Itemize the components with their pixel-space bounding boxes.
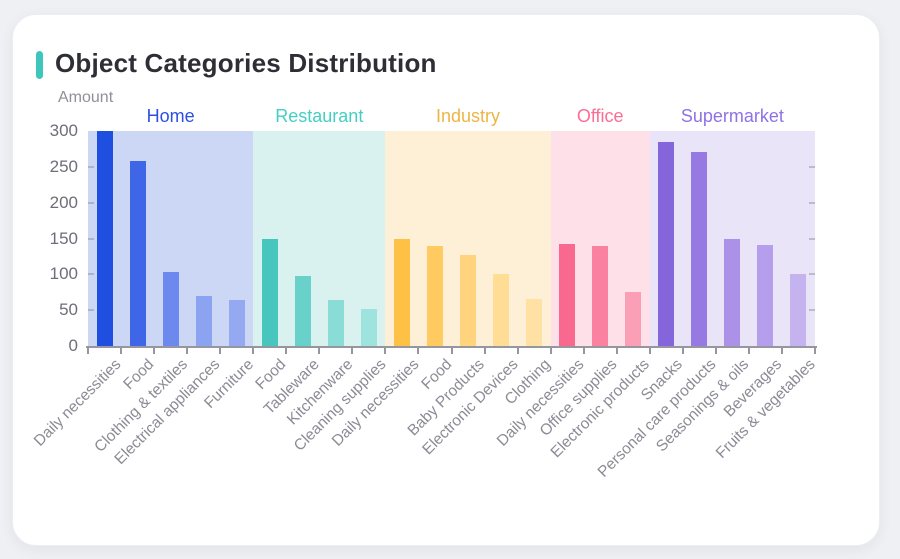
bar-supermarket-1 <box>691 151 708 346</box>
y-axis-tick-label: 150 <box>49 228 78 248</box>
group-label-supermarket: Supermarket <box>680 106 784 126</box>
x-axis-tick <box>120 348 123 354</box>
x-axis-tick <box>780 348 783 354</box>
bar-supermarket-3 <box>757 244 774 346</box>
x-axis-tick <box>417 348 420 354</box>
bar-office-1 <box>592 245 609 346</box>
y-axis-inner-tick <box>88 273 94 276</box>
x-axis-tick <box>747 348 750 354</box>
y-axis-inner-tick <box>88 201 94 204</box>
chart-title: Object Categories Distribution <box>55 48 437 78</box>
x-axis-tick <box>186 348 189 354</box>
x-axis-tick <box>549 348 552 354</box>
bar-office-2 <box>625 291 642 346</box>
x-axis-tick <box>351 348 354 354</box>
bar-industry-2 <box>460 254 477 346</box>
x-axis-tick <box>252 348 255 354</box>
group-label-home: Home <box>146 106 195 126</box>
bar-home-2 <box>162 272 179 346</box>
bar-restaurant-1 <box>294 276 311 346</box>
bar-industry-1 <box>426 245 443 346</box>
x-axis-tick <box>814 348 816 354</box>
y-axis-inner-tick <box>809 309 815 312</box>
group-label-industry: Industry <box>436 106 501 126</box>
bar-office-0 <box>559 243 576 346</box>
bar-industry-4 <box>526 299 543 346</box>
bar-industry-3 <box>493 274 510 346</box>
title-accent-bar <box>36 51 43 79</box>
y-axis-inner-tick <box>88 237 94 240</box>
y-axis-inner-tick <box>88 309 94 312</box>
x-axis-tick <box>681 348 684 354</box>
bar-supermarket-4 <box>790 273 807 346</box>
y-axis-tick-label: 200 <box>49 192 78 212</box>
bar-home-1 <box>129 161 146 346</box>
y-axis-tick-label: 100 <box>49 264 78 284</box>
x-axis-tick <box>318 348 321 354</box>
y-axis-inner-tick <box>809 201 815 204</box>
y-axis-tick-label: 0 <box>68 336 78 355</box>
y-axis-tick-label: 250 <box>49 156 78 176</box>
x-axis-tick <box>384 348 387 354</box>
bar-supermarket-0 <box>658 141 675 346</box>
bar-restaurant-0 <box>261 239 278 346</box>
bar-home-4 <box>228 300 245 346</box>
x-axis-tick <box>582 348 585 354</box>
group-label-restaurant: Restaurant <box>275 106 364 126</box>
y-axis-tick-label: 300 <box>49 121 78 140</box>
x-axis-tick <box>450 348 453 354</box>
bar-restaurant-2 <box>327 300 344 346</box>
x-axis-line <box>86 346 817 348</box>
x-axis-tick <box>483 348 486 354</box>
x-axis-tick <box>516 348 519 354</box>
bar-home-3 <box>195 295 212 346</box>
bar-industry-0 <box>393 238 410 346</box>
x-axis-tick <box>153 348 156 354</box>
y-axis-inner-tick <box>809 237 815 240</box>
y-axis-inner-tick <box>88 165 94 168</box>
y-axis-tick-label: 50 <box>59 300 78 320</box>
y-axis-title: Amount <box>58 89 114 106</box>
x-axis-tick <box>285 348 288 354</box>
x-axis-tick <box>714 348 717 354</box>
x-axis-tick <box>648 348 651 354</box>
x-axis-tick <box>87 348 89 354</box>
x-axis-tick <box>219 348 222 354</box>
bar-restaurant-3 <box>360 308 377 346</box>
x-axis-tick <box>615 348 618 354</box>
bar-home-0 <box>96 131 113 346</box>
bar-supermarket-2 <box>724 239 741 346</box>
y-axis-inner-tick <box>809 273 815 276</box>
y-axis-inner-tick <box>809 165 815 168</box>
group-label-office: Office <box>576 106 624 126</box>
